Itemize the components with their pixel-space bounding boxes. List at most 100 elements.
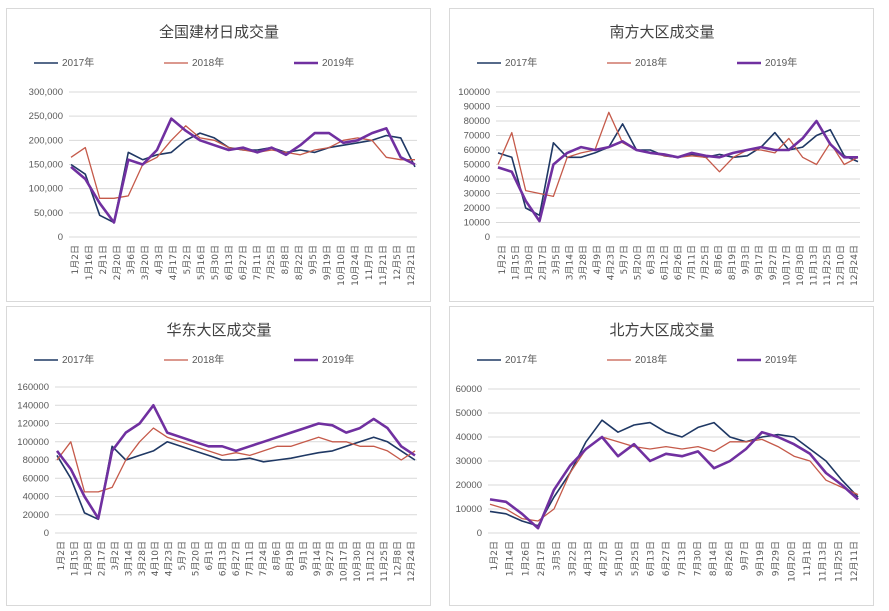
x-tick-label: 11月12日	[366, 541, 377, 582]
x-tick-label: 3月28日	[137, 541, 148, 576]
x-tick-label: 1月14日	[505, 541, 516, 576]
y-tick-label: 150,000	[29, 160, 63, 171]
y-tick-label: 0	[44, 528, 49, 539]
legend-label-2019: 2019年	[322, 56, 354, 69]
y-tick-label: 70000	[464, 131, 490, 142]
chart-panel-national: 全国建材日成交量 2017年 2018年 2019年 0 50,000 100,000 150…	[6, 8, 431, 302]
x-tick-label: 10月20日	[786, 541, 797, 582]
x-tick-label: 5月10日	[614, 541, 625, 576]
x-tick-label: 6月26日	[673, 245, 684, 280]
x-tick-label: 3月6日	[126, 245, 137, 274]
legend-label-2018: 2018年	[192, 56, 224, 69]
x-tick-label: 7月25日	[700, 245, 711, 280]
x-tick-label: 3月5日	[552, 541, 563, 570]
x-tick-label: 9月19日	[755, 541, 766, 576]
y-tick-label: 20000	[23, 510, 49, 521]
x-tick-label: 10月17日	[781, 245, 792, 286]
chart-panel-north: 北方大区成交量 2017年 2018年 2019年 0 10000 20000 30000 40…	[449, 306, 874, 606]
series-line-2018	[70, 125, 415, 199]
y-tick-label: 250,000	[29, 111, 63, 122]
x-tick-label: 1月15日	[69, 541, 80, 576]
x-tick-label: 9月5日	[308, 245, 319, 274]
x-tick-label: 7月11日	[687, 245, 698, 280]
y-tick-label: 80000	[464, 116, 490, 127]
x-tick-label: 9月3日	[741, 245, 752, 274]
legend-label-2017: 2017年	[505, 353, 537, 366]
y-tick-label: 30000	[456, 456, 482, 467]
x-tick-label: 5月30日	[210, 245, 221, 280]
x-tick-label: 5月25日	[630, 541, 641, 576]
legend-label-2019: 2019年	[765, 353, 797, 366]
x-tick-label: 6月1日	[204, 541, 215, 570]
series-line-2017	[56, 436, 416, 521]
x-tick-label: 3月2日	[110, 541, 121, 570]
x-tick-label: 1月2日	[70, 245, 81, 274]
legend-label-2017: 2017年	[62, 353, 94, 366]
x-tick-label: 2月17日	[536, 541, 547, 576]
x-tick-label: 6月27日	[231, 541, 242, 576]
y-tick-label: 50000	[456, 408, 482, 419]
x-tick-label: 3月28日	[578, 245, 589, 280]
x-tick-label: 1月2日	[489, 541, 500, 570]
x-tick-label: 5月16日	[196, 245, 207, 280]
x-tick-label: 5月20日	[191, 541, 202, 576]
chart-title: 华东大区成交量	[166, 321, 271, 339]
x-tick-label: 3月20日	[140, 245, 151, 280]
x-tick-label: 9月17日	[754, 245, 765, 280]
x-tick-label: 9月27日	[768, 245, 779, 280]
x-tick-label: 4月23日	[164, 541, 175, 576]
x-tick-label: 7月13日	[677, 541, 688, 576]
x-tick-label: 6月27日	[661, 541, 672, 576]
chart-national: 全国建材日成交量 2017年 2018年 2019年 0 50,000 100,000 150…	[29, 23, 417, 286]
legend-label-2019: 2019年	[322, 353, 354, 366]
x-tick-label: 6月13日	[224, 245, 235, 280]
y-tick-label: 20000	[456, 480, 482, 491]
x-tick-label: 6月12日	[659, 245, 670, 280]
y-tick-label: 60000	[456, 384, 482, 395]
x-tick-label: 4月27日	[599, 541, 610, 576]
y-tick-label: 50000	[464, 160, 490, 171]
chart-title: 北方大区成交量	[609, 321, 714, 339]
series-line-2019	[55, 404, 416, 520]
x-tick-label: 2月20日	[112, 245, 123, 280]
x-tick-label: 8月26日	[724, 541, 735, 576]
y-tick-label: 50,000	[34, 208, 63, 219]
x-tick-label: 2月17日	[538, 245, 549, 280]
x-tick-label: 8月8日	[280, 245, 291, 274]
x-tick-label: 2月1日	[98, 245, 109, 274]
x-tick-label: 7月11日	[244, 541, 255, 576]
x-tick-label: 7月24日	[258, 541, 269, 576]
y-tick-label: 20000	[464, 203, 490, 214]
x-tick-label: 5月20日	[632, 245, 643, 280]
legend-label-2018: 2018年	[635, 353, 667, 366]
x-tick-label: 5月7日	[619, 245, 630, 274]
x-tick-label: 8月14日	[708, 541, 719, 576]
x-tick-label: 7月11日	[252, 245, 263, 280]
y-tick-label: 30000	[464, 189, 490, 200]
y-tick-label: 300,000	[29, 87, 63, 98]
chart-east: 华东大区成交量 2017年 2018年 2019年 0 20000 40000 60000 80…	[17, 321, 417, 582]
chart-north: 北方大区成交量 2017年 2018年 2019年 0 10000 20000 30000 40…	[456, 321, 860, 582]
chart-south: 南方大区成交量 2017年 2018年 2019年 0 10000 20000 30000 40…	[458, 23, 860, 286]
x-tick-label: 4月10日	[150, 541, 161, 576]
x-tick-label: 1月2日	[56, 541, 67, 570]
x-tick-label: 1月16日	[84, 245, 95, 280]
legend-label-2019: 2019年	[765, 56, 797, 69]
chart-title: 南方大区成交量	[609, 23, 714, 41]
x-tick-label: 6月13日	[218, 541, 229, 576]
x-tick-label: 12月24日	[849, 245, 860, 286]
y-tick-label: 0	[477, 528, 482, 539]
x-tick-label: 6月27日	[238, 245, 249, 280]
x-tick-label: 9月27日	[325, 541, 336, 576]
chart-panel-south: 南方大区成交量 2017年 2018年 2019年 0 10000 20000 30000 40…	[449, 8, 874, 302]
chart-panel-east: 华东大区成交量 2017年 2018年 2019年 0 20000 40000 60000 80…	[6, 306, 431, 606]
y-tick-label: 10000	[456, 504, 482, 515]
x-tick-label: 12月10日	[835, 245, 846, 286]
x-tick-label: 10月24日	[350, 245, 361, 286]
x-tick-label: 10月30日	[795, 245, 806, 286]
x-tick-label: 11月25日	[379, 541, 390, 582]
x-tick-label: 4月23日	[605, 245, 616, 280]
x-tick-label: 7月30日	[692, 541, 703, 576]
y-tick-label: 40000	[464, 174, 490, 185]
x-tick-label: 4月13日	[583, 541, 594, 576]
